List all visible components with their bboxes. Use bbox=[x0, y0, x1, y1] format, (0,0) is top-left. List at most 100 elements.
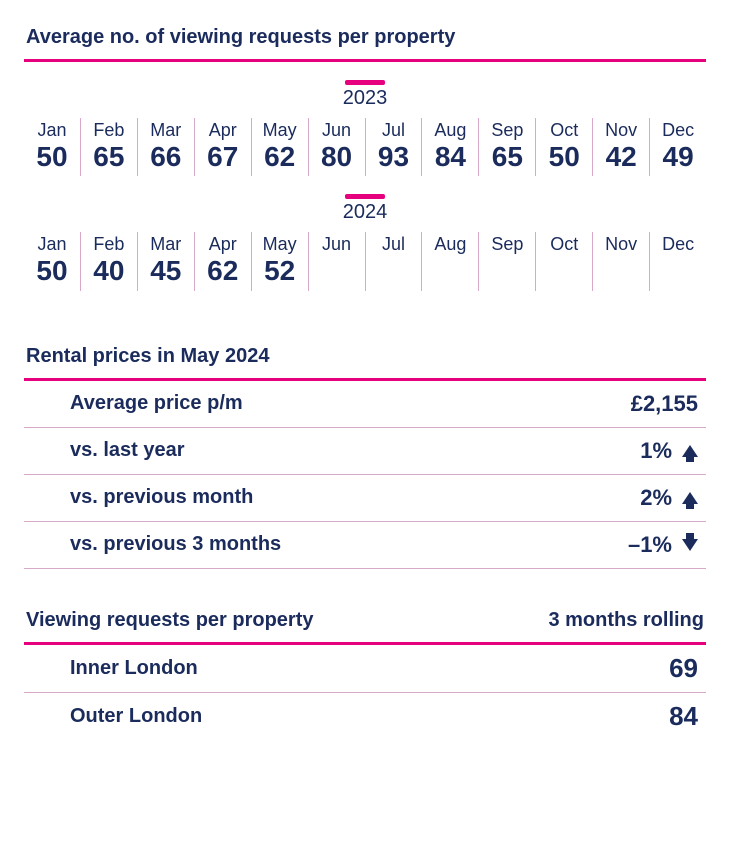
month-name: Mar bbox=[138, 120, 194, 142]
metric-value: 2% bbox=[640, 485, 698, 511]
viewing-requests-section: Average no. of viewing requests per prop… bbox=[24, 20, 706, 291]
month-name: Mar bbox=[138, 234, 194, 256]
month-value: 62 bbox=[195, 256, 251, 287]
month-name: Jun bbox=[309, 234, 365, 256]
month-cell: Mar45 bbox=[137, 232, 194, 290]
month-cell: Jun80 bbox=[308, 118, 365, 176]
metric-label: vs. previous month bbox=[70, 486, 253, 509]
month-value: 80 bbox=[309, 142, 365, 173]
year-marker bbox=[345, 80, 385, 85]
month-name: Apr bbox=[195, 120, 251, 142]
arrow-up-icon bbox=[682, 445, 698, 457]
viewing-by-region-section: Viewing requests per property 3 months r… bbox=[24, 609, 706, 740]
month-value: 67 bbox=[195, 142, 251, 173]
regions-table: Inner London69Outer London84 bbox=[24, 645, 706, 740]
month-cell: Oct bbox=[535, 232, 592, 290]
month-cell: Nov42 bbox=[592, 118, 649, 176]
month-cell: Nov bbox=[592, 232, 649, 290]
month-cell: Dec bbox=[649, 232, 706, 290]
month-name: Dec bbox=[650, 234, 706, 256]
month-name: Dec bbox=[650, 120, 706, 142]
metric-row: vs. last year 1% bbox=[24, 428, 706, 475]
month-value: 42 bbox=[593, 142, 649, 173]
arrow-up-icon bbox=[682, 492, 698, 504]
month-name: Feb bbox=[81, 120, 137, 142]
year-label: 2023 bbox=[24, 87, 706, 110]
metric-value: £2,155 bbox=[631, 391, 698, 417]
month-cell: May52 bbox=[251, 232, 308, 290]
month-value bbox=[479, 256, 535, 286]
region-name: Inner London bbox=[70, 657, 198, 680]
month-value: 49 bbox=[650, 142, 706, 173]
month-value bbox=[650, 256, 706, 286]
month-value: 66 bbox=[138, 142, 194, 173]
month-value: 52 bbox=[252, 256, 308, 287]
month-name: Nov bbox=[593, 120, 649, 142]
month-cell: May62 bbox=[251, 118, 308, 176]
month-cell: Jul bbox=[365, 232, 422, 290]
month-name: Oct bbox=[536, 234, 592, 256]
month-cell: Jan50 bbox=[24, 118, 80, 176]
region-row: Inner London69 bbox=[24, 645, 706, 693]
month-cell: Apr67 bbox=[194, 118, 251, 176]
metric-value-text: –1% bbox=[628, 532, 672, 558]
month-name: Jan bbox=[24, 234, 80, 256]
month-value: 50 bbox=[24, 256, 80, 287]
metric-value-text: £2,155 bbox=[631, 391, 698, 417]
month-value: 40 bbox=[81, 256, 137, 287]
month-value bbox=[366, 256, 422, 286]
month-name: Jul bbox=[366, 120, 422, 142]
month-cell: Jan50 bbox=[24, 232, 80, 290]
month-value: 45 bbox=[138, 256, 194, 287]
month-value bbox=[536, 256, 592, 286]
year-marker bbox=[345, 194, 385, 199]
month-value bbox=[593, 256, 649, 286]
metric-label: vs. last year bbox=[70, 439, 185, 462]
metric-label: vs. previous 3 months bbox=[70, 533, 281, 556]
month-value bbox=[422, 256, 478, 286]
month-name: May bbox=[252, 234, 308, 256]
years-container: 2023Jan50Feb65Mar66Apr67May62Jun80Jul93A… bbox=[24, 80, 706, 291]
month-cell: Dec49 bbox=[649, 118, 706, 176]
month-name: Aug bbox=[422, 120, 478, 142]
metric-row: vs. previous 3 months –1% bbox=[24, 522, 706, 569]
month-name: Jun bbox=[309, 120, 365, 142]
metric-value: 1% bbox=[640, 438, 698, 464]
month-name: Aug bbox=[422, 234, 478, 256]
metric-value-text: 1% bbox=[640, 438, 672, 464]
month-cell: Jun bbox=[308, 232, 365, 290]
month-value: 50 bbox=[536, 142, 592, 173]
rental-prices-section: Rental prices in May 2024 Average price … bbox=[24, 339, 706, 569]
months-row: Jan50Feb65Mar66Apr67May62Jun80Jul93Aug84… bbox=[24, 118, 706, 176]
year-block: 2023Jan50Feb65Mar66Apr67May62Jun80Jul93A… bbox=[24, 80, 706, 176]
metric-value-text: 2% bbox=[640, 485, 672, 511]
month-cell: Mar66 bbox=[137, 118, 194, 176]
month-value bbox=[309, 256, 365, 286]
months-row: Jan50Feb40Mar45Apr62May52JunJulAugSepOct… bbox=[24, 232, 706, 290]
month-value: 65 bbox=[479, 142, 535, 173]
viewing-by-region-title: Viewing requests per property bbox=[26, 609, 314, 632]
month-cell: Feb65 bbox=[80, 118, 137, 176]
metric-row: Average price p/m£2,155 bbox=[24, 381, 706, 428]
rental-prices-title: Rental prices in May 2024 bbox=[24, 339, 706, 378]
metric-value: –1% bbox=[628, 532, 698, 558]
rental-prices-table: Average price p/m£2,155vs. last year1%vs… bbox=[24, 381, 706, 569]
metric-row: vs. previous month 2% bbox=[24, 475, 706, 522]
month-value: 50 bbox=[24, 142, 80, 173]
month-name: Jul bbox=[366, 234, 422, 256]
month-value: 84 bbox=[422, 142, 478, 173]
month-cell: Sep65 bbox=[478, 118, 535, 176]
month-cell: Aug84 bbox=[421, 118, 478, 176]
viewing-by-region-subtitle: 3 months rolling bbox=[548, 609, 704, 632]
month-name: Sep bbox=[479, 120, 535, 142]
month-name: Jan bbox=[24, 120, 80, 142]
month-cell: Feb40 bbox=[80, 232, 137, 290]
month-cell: Aug bbox=[421, 232, 478, 290]
month-value: 65 bbox=[81, 142, 137, 173]
region-value: 84 bbox=[669, 701, 698, 732]
month-cell: Sep bbox=[478, 232, 535, 290]
viewing-requests-title: Average no. of viewing requests per prop… bbox=[24, 20, 706, 59]
month-cell: Jul93 bbox=[365, 118, 422, 176]
month-name: Nov bbox=[593, 234, 649, 256]
month-name: Apr bbox=[195, 234, 251, 256]
